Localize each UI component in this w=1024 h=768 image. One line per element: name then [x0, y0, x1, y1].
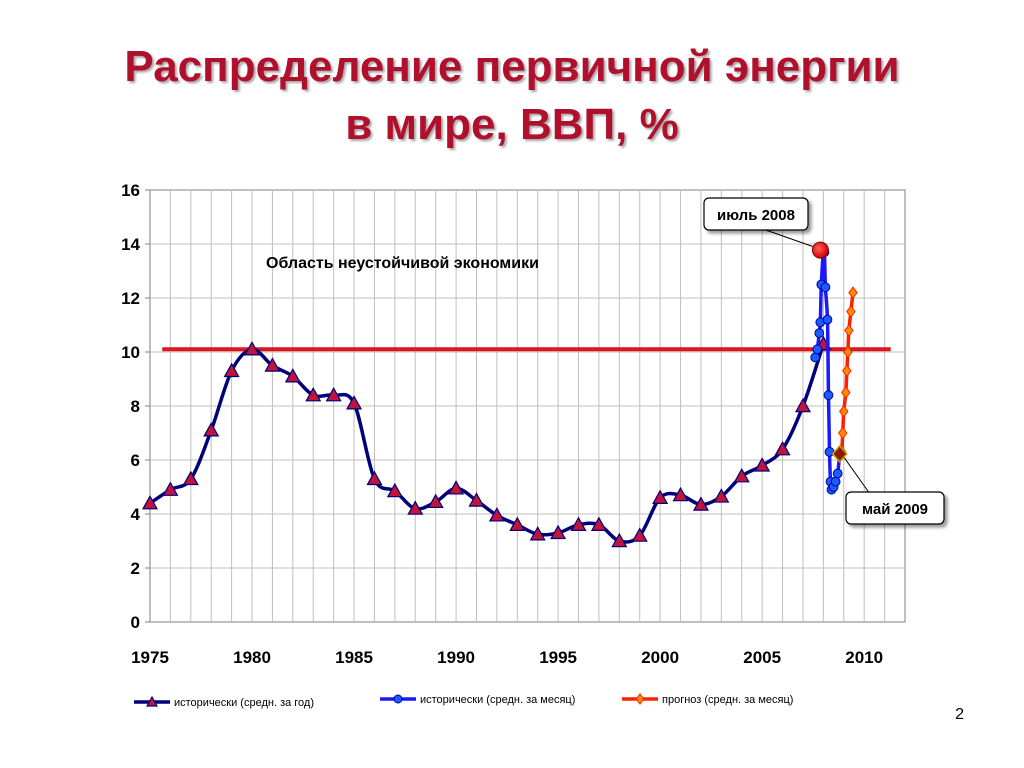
data-point	[407, 500, 424, 515]
data-point	[305, 386, 322, 402]
grid	[150, 190, 905, 622]
data-point	[830, 476, 841, 487]
data-point	[141, 494, 159, 510]
series-line	[149, 343, 826, 544]
data-point	[145, 695, 159, 707]
trough-callout: май 2009	[831, 444, 945, 525]
data-point	[839, 405, 849, 418]
data-point	[848, 286, 858, 299]
trough-callout-text: май 2009	[862, 501, 928, 518]
data-point	[346, 395, 363, 410]
region-label: Область неустойчивой экономики	[266, 255, 539, 272]
data-point	[182, 470, 199, 486]
y-tick-label: 4	[131, 505, 141, 524]
y-tick-label: 0	[131, 613, 140, 632]
data-point	[386, 482, 403, 498]
legend-item: исторически (средн. за год)	[134, 695, 314, 709]
data-point	[692, 496, 709, 511]
data-point	[325, 386, 342, 402]
data-point	[244, 341, 261, 356]
y-tick-label: 10	[121, 343, 140, 362]
peak-callout-text: июль 2008	[717, 207, 795, 224]
y-tick-label: 6	[131, 451, 140, 470]
title-line-2: в мире, ВВП, %	[345, 100, 679, 149]
data-point	[810, 352, 821, 363]
data-point	[774, 440, 791, 456]
data-point	[366, 470, 383, 486]
data-point	[713, 488, 730, 503]
x-tick-label: 1985	[335, 648, 373, 667]
y-tick-label: 16	[121, 181, 140, 200]
data-point	[550, 524, 567, 540]
legend-item: прогноз (средн. за месяц)	[622, 693, 793, 706]
data-point	[823, 390, 834, 401]
x-tick-label: 1995	[539, 648, 577, 667]
data-point	[203, 422, 220, 437]
series-1	[141, 335, 832, 548]
data-point	[733, 467, 750, 483]
data-point	[820, 282, 831, 293]
data-point	[794, 397, 811, 413]
data-point	[529, 526, 546, 541]
x-axis-ticks: 1975 1980 1985 1990 1995 2000 2005 2010	[131, 648, 883, 667]
data-point	[672, 486, 689, 502]
x-tick-label: 1980	[233, 648, 271, 667]
peak-callout-box	[703, 197, 809, 231]
trough-callout-box	[845, 491, 945, 525]
data-point	[635, 693, 645, 705]
data-point	[223, 362, 240, 378]
data-point	[814, 328, 825, 339]
data-point	[427, 493, 444, 509]
data-point	[468, 492, 485, 507]
data-point	[590, 516, 607, 532]
data-point	[631, 527, 648, 542]
trough-callout-pointer	[843, 456, 871, 495]
data-point	[264, 357, 281, 372]
legend-label: исторически (средн. за год)	[174, 697, 314, 709]
y-tick-label: 2	[131, 559, 140, 578]
page-number: 2	[955, 706, 964, 723]
y-axis-ticks: 0 2 4 6 8 10 12 14 16	[121, 181, 150, 632]
y-tick-label: 12	[121, 289, 140, 308]
data-point	[822, 314, 833, 325]
peak-marker	[811, 241, 829, 259]
x-tick-label: 2000	[641, 648, 679, 667]
x-tick-label: 2005	[743, 648, 781, 667]
data-point	[570, 516, 587, 532]
legend: исторически (средн. за год) исторически (…	[134, 693, 793, 709]
data-point	[824, 447, 835, 457]
legend-label: исторически (средн. за месяц)	[420, 694, 575, 706]
trough-marker	[831, 444, 848, 464]
x-tick-label: 2010	[845, 648, 883, 667]
data-point	[162, 481, 179, 496]
data-point	[509, 516, 526, 532]
data-point	[843, 345, 853, 359]
data-point	[393, 694, 403, 704]
y-tick-label: 8	[131, 397, 140, 416]
data-point	[844, 324, 854, 337]
data-point	[812, 344, 823, 355]
data-point	[284, 368, 301, 383]
legend-label: прогноз (средн. за месяц)	[662, 694, 793, 706]
slide-title: Распределение первичной энергии в мире, …	[0, 38, 1024, 154]
data-point	[832, 468, 843, 479]
legend-item: исторически (средн. за месяц)	[380, 694, 575, 706]
data-point	[488, 507, 505, 522]
data-point	[838, 426, 848, 440]
data-point	[652, 489, 669, 504]
x-tick-label: 1990	[437, 648, 475, 667]
data-point	[611, 532, 628, 548]
data-point	[448, 480, 465, 495]
data-point	[754, 457, 771, 472]
title-line-1: Распределение первичной энергии	[124, 42, 900, 91]
peak-callout-pointer	[759, 227, 818, 249]
data-point	[842, 364, 852, 378]
data-point	[846, 305, 856, 318]
data-point	[841, 386, 851, 399]
y-tick-label: 14	[121, 235, 140, 254]
x-tick-label: 1975	[131, 648, 169, 667]
peak-callout: июль 2008	[703, 197, 829, 259]
